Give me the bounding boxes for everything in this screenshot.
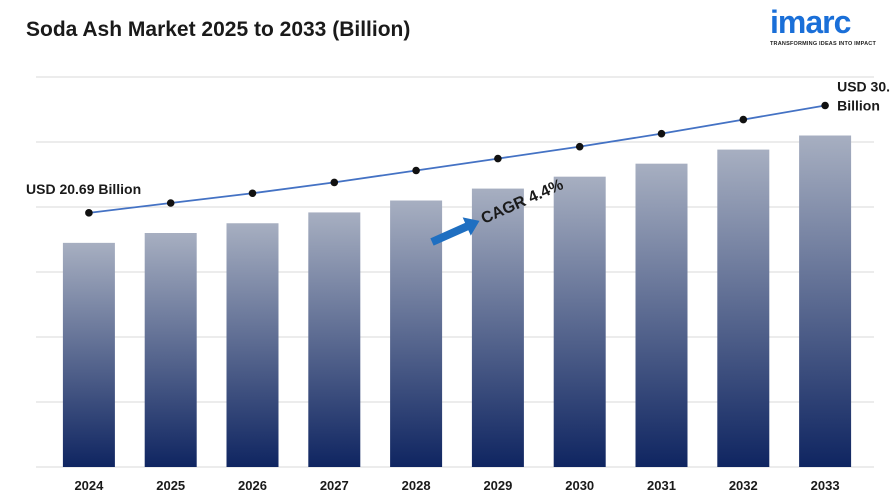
cagr-arrow-icon	[430, 217, 480, 246]
bar-2024	[62, 242, 115, 467]
x-tick-label: 2033	[811, 478, 840, 493]
end-value-label-line1: USD 30.6	[837, 79, 890, 95]
chart-title: Soda Ash Market 2025 to 2033 (Billion)	[26, 18, 410, 42]
trend-marker-2027	[330, 178, 339, 187]
bars	[62, 135, 852, 468]
logo-tagline: TRANSFORMING IDEAS INTO IMPACT	[770, 41, 877, 47]
trend-marker-2025	[166, 199, 175, 207]
x-tick-label: 2031	[647, 478, 676, 493]
chart-title-unit: (Billion)	[332, 18, 411, 41]
x-tick-label: 2027	[320, 478, 349, 493]
trend-marker-2030	[575, 142, 584, 151]
end-value-label-line2: Billion	[837, 98, 880, 114]
x-tick-label: 2026	[238, 478, 267, 493]
bar-2033	[799, 135, 852, 467]
logo-wordmark: imarc	[770, 4, 851, 40]
bar-2030	[553, 176, 606, 467]
x-tick-label: 2032	[729, 478, 758, 493]
bar-2025	[144, 233, 197, 467]
trend-marker-2032	[739, 115, 748, 124]
trend-marker-2031	[657, 129, 666, 138]
bar-2026	[226, 223, 279, 467]
trend-marker-2024	[85, 209, 93, 217]
x-tick-label: 2028	[402, 478, 431, 493]
trend-marker-2029	[494, 154, 502, 163]
x-tick-label: 2030	[565, 478, 594, 493]
chart-title-main: Soda Ash Market 2025 to 2033	[26, 18, 327, 41]
trend-polyline	[88, 104, 826, 214]
bar-2031	[635, 163, 688, 467]
bar-2032	[717, 149, 770, 468]
x-tick-label: 2029	[483, 478, 512, 493]
cagr-arrow-shape	[430, 217, 480, 246]
bar-2029	[471, 188, 524, 468]
trend-marker-2028	[412, 166, 420, 175]
trend-marker-2026	[248, 189, 257, 198]
trend-line	[85, 101, 829, 217]
x-tick-labels: 2024 2025 2026 2027 2028 2029 2030 2031 2032 2033	[74, 478, 839, 493]
start-value-label: USD 20.69 Billion	[26, 181, 141, 197]
imarc-logo: imarc TRANSFORMING IDEAS INTO IMPACT	[770, 4, 876, 50]
bar-2027	[308, 212, 361, 467]
x-tick-label: 2024	[74, 478, 104, 493]
x-tick-label: 2025	[156, 478, 185, 493]
trend-marker-2033	[821, 101, 829, 110]
